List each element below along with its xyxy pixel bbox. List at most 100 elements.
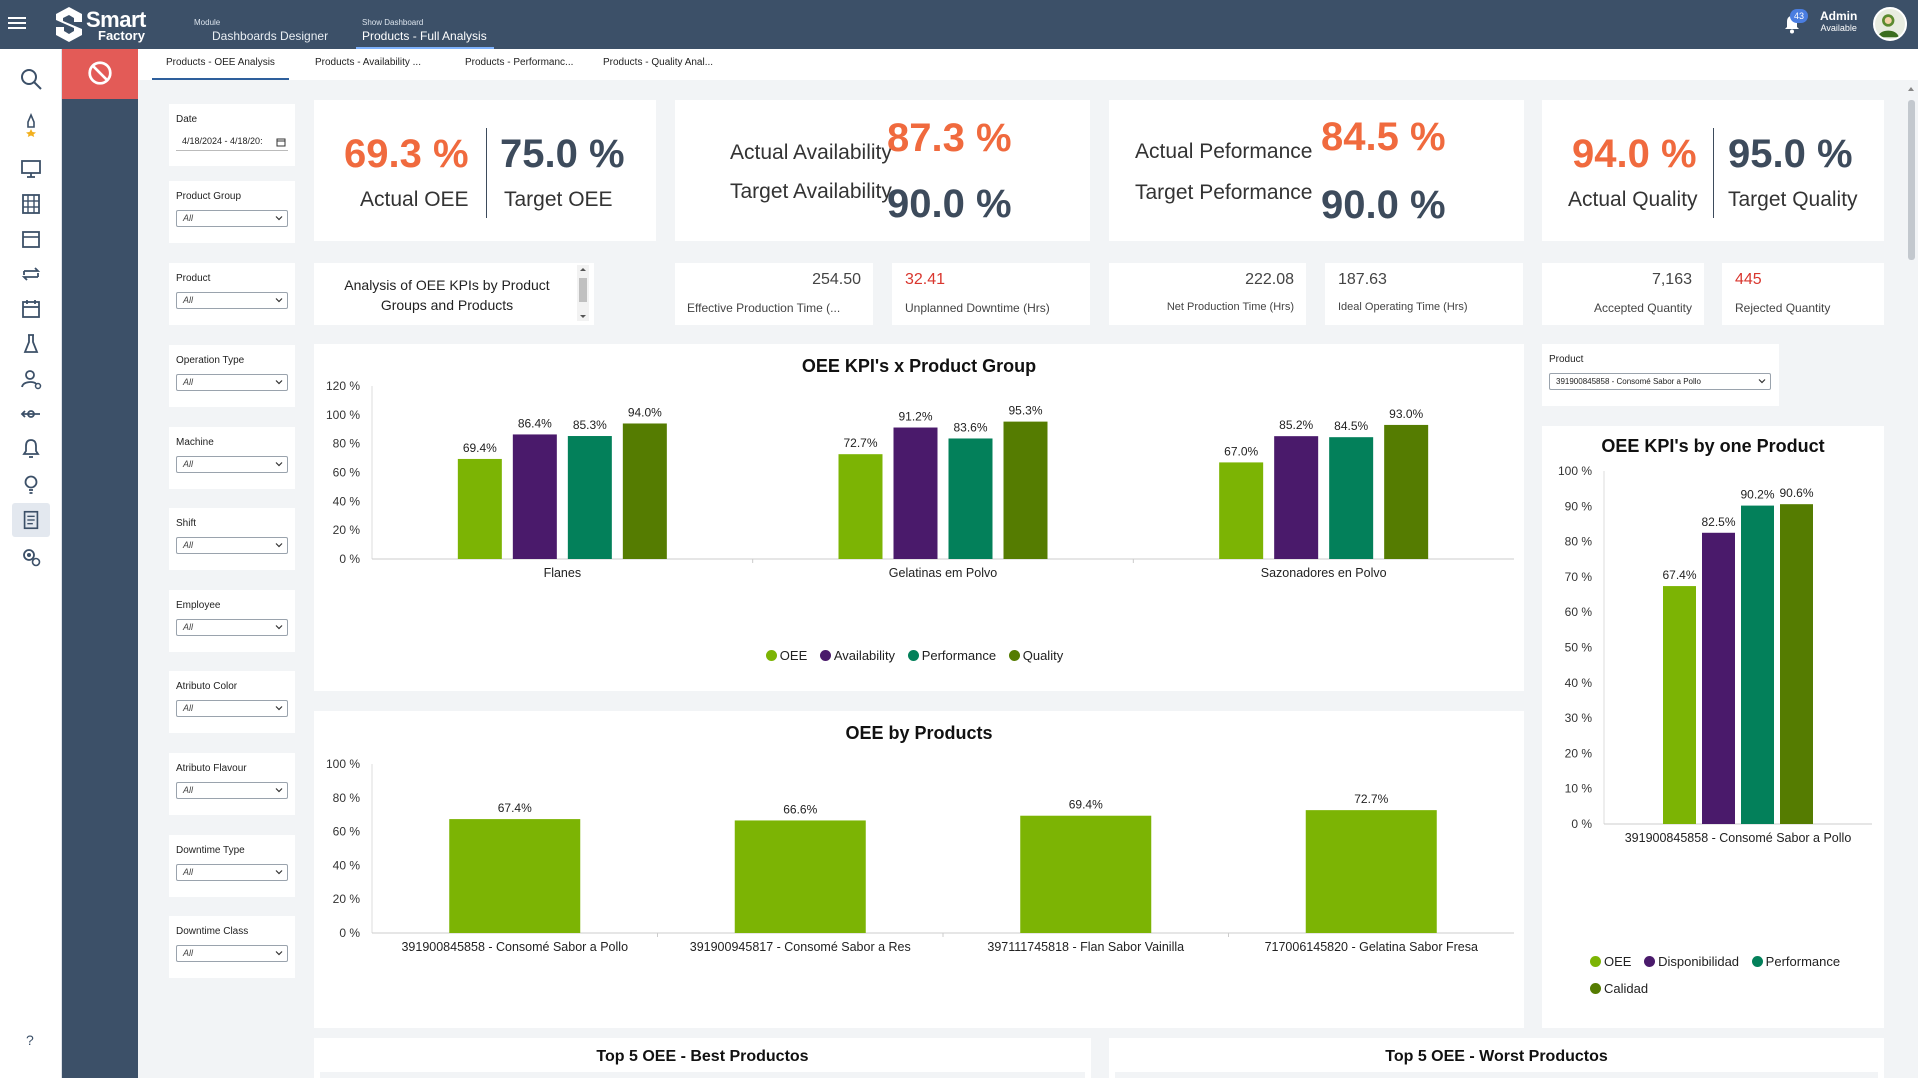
chart-title: OEE KPI's by one Product: [1601, 436, 1825, 456]
employee-select[interactable]: All: [176, 619, 288, 636]
divider: [486, 128, 487, 218]
user-info[interactable]: Admin Available: [1820, 9, 1857, 33]
help-icon[interactable]: ?: [26, 1032, 34, 1048]
chevron-down-icon: [275, 951, 283, 956]
monitor-icon[interactable]: [19, 157, 43, 181]
chart-card-product-group: OEE KPI's x Product Group 0 % 20 % 40 % 60 …: [314, 344, 1524, 691]
metric-card: 445 Rejected Quantity: [1722, 263, 1884, 325]
settings-search-icon[interactable]: [19, 545, 43, 569]
availability-kpi-card: Actual Availability 87.3 % Target Availa…: [675, 100, 1090, 241]
inbox-icon[interactable]: [19, 227, 43, 251]
building-icon[interactable]: [19, 192, 43, 216]
legend-item-availability[interactable]: Availability: [819, 648, 895, 663]
downtime-type-select[interactable]: All: [176, 864, 288, 881]
tab-availability[interactable]: Products - Availability ...: [315, 57, 421, 68]
product-select[interactable]: All: [176, 292, 288, 309]
product-group-select[interactable]: All: [176, 210, 288, 227]
legend-item-availability[interactable]: Disponibilidad: [1644, 954, 1739, 969]
brand-line1: Smart: [86, 7, 146, 32]
cycle-icon[interactable]: [19, 262, 43, 286]
scroll-up-icon[interactable]: [1904, 84, 1918, 94]
color-attribute-select[interactable]: All: [176, 700, 288, 717]
legend-item-performance[interactable]: Performance: [907, 648, 996, 663]
user-gear-icon[interactable]: [19, 367, 43, 391]
module-breadcrumb[interactable]: Module Dashboards Designer: [194, 18, 328, 43]
metric-card: 7,163 Accepted Quantity: [1542, 263, 1704, 325]
x-tick-label: 391900945817 - Consomé Sabor a Res: [690, 940, 911, 954]
legend-label: OEE: [779, 648, 808, 663]
metric-card: 254.50 Effective Production Time (...: [675, 263, 873, 325]
smart-factory-logo[interactable]: Smart Factory: [54, 5, 164, 45]
legend-label: Calidad: [1604, 981, 1649, 996]
page-scrollbar[interactable]: [1904, 80, 1918, 1078]
dashboard-breadcrumb[interactable]: Show Dashboard Products - Full Analysis: [356, 18, 494, 50]
tab-quality[interactable]: Products - Quality Anal...: [603, 57, 714, 68]
legend-dot: [1008, 650, 1020, 661]
legend-item-performance[interactable]: Performance: [1751, 954, 1840, 969]
module-caption: Module: [194, 18, 221, 27]
chevron-down-icon: [1758, 379, 1766, 384]
flask-icon[interactable]: [19, 332, 43, 356]
description-scrollbar[interactable]: [577, 265, 589, 321]
target-performance-label: Target Peformance: [1135, 181, 1313, 204]
arrow-connect-icon[interactable]: [19, 402, 43, 426]
date-range-input[interactable]: 4/18/2024 - 4/18/20:: [176, 134, 288, 151]
y-tick-label: 90 %: [1565, 499, 1593, 513]
rocket-star-icon[interactable]: [19, 113, 43, 137]
product-selector-value: 391900845858 - Consomé Sabor a Pollo: [1556, 377, 1701, 386]
y-tick-label: 100 %: [326, 408, 360, 422]
bulb-icon[interactable]: [19, 472, 43, 496]
y-tick-label: 80 %: [333, 437, 361, 451]
user-name: Admin: [1820, 9, 1858, 23]
filter-label: Atributo Flavour: [176, 763, 247, 774]
legend-item-quality[interactable]: Quality: [1008, 648, 1063, 663]
machine-select[interactable]: All: [176, 456, 288, 473]
operation-type-select[interactable]: All: [176, 374, 288, 391]
filter-label: Product: [176, 273, 211, 284]
metric-label: Unplanned Downtime (Hrs): [905, 301, 1050, 315]
bar: [1274, 436, 1319, 559]
calendar-icon[interactable]: [19, 297, 43, 321]
data-label: 67.4%: [1662, 568, 1696, 582]
product-selector-select[interactable]: 391900845858 - Consomé Sabor a Pollo: [1549, 373, 1771, 390]
scroll-arrows-icon: [579, 268, 587, 318]
bar: [1305, 810, 1437, 933]
tab-oee-analysis[interactable]: Products - OEE Analysis: [152, 49, 289, 80]
menu-icon[interactable]: [8, 14, 26, 34]
bar: [1384, 424, 1429, 559]
flavour-attribute-select[interactable]: All: [176, 782, 288, 799]
actual-availability-label: Actual Availability: [730, 141, 892, 164]
stop-button[interactable]: [62, 49, 138, 99]
y-tick-label: 120 %: [326, 379, 360, 393]
tab-performance[interactable]: Products - Performanc...: [465, 57, 574, 68]
y-tick-label: 70 %: [1565, 570, 1593, 584]
bar: [838, 454, 883, 559]
logo-mark-icon: [56, 7, 82, 42]
metric-value: 445: [1735, 271, 1762, 288]
bar: [567, 436, 612, 559]
y-tick-label: 40 %: [333, 858, 361, 872]
actual-availability-value: 87.3 %: [887, 116, 1012, 160]
chart-title: OEE KPI's x Product Group: [801, 356, 1037, 376]
scrollbar-thumb[interactable]: [1908, 100, 1915, 260]
bar: [1663, 586, 1696, 824]
report-nav-item[interactable]: [12, 503, 50, 537]
filter-value: All: [183, 295, 194, 305]
data-label: 86.4%: [518, 416, 552, 430]
avatar[interactable]: [1873, 7, 1907, 41]
shift-select[interactable]: All: [176, 537, 288, 554]
search-icon[interactable]: [19, 67, 43, 91]
filter-label: Downtime Type: [176, 845, 245, 856]
data-label: 69.4%: [1069, 798, 1103, 812]
chart-card-oee-by-products: OEE by Products 0 % 20 % 40 % 60 % 80 % 100 %…: [314, 711, 1524, 1028]
downtime-class-select[interactable]: All: [176, 945, 288, 962]
flavour-attribute-filter: Atributo Flavour All: [169, 753, 295, 815]
legend-item-oee[interactable]: OEE: [1590, 954, 1631, 969]
legend-item-quality[interactable]: Calidad: [1590, 981, 1648, 996]
bell-icon[interactable]: [19, 437, 43, 461]
chevron-down-icon: [275, 298, 283, 303]
calendar-picker-icon[interactable]: [276, 137, 286, 147]
legend-item-oee[interactable]: OEE: [765, 648, 808, 663]
y-tick-label: 30 %: [1565, 711, 1593, 725]
y-tick-label: 0 %: [1571, 817, 1592, 831]
